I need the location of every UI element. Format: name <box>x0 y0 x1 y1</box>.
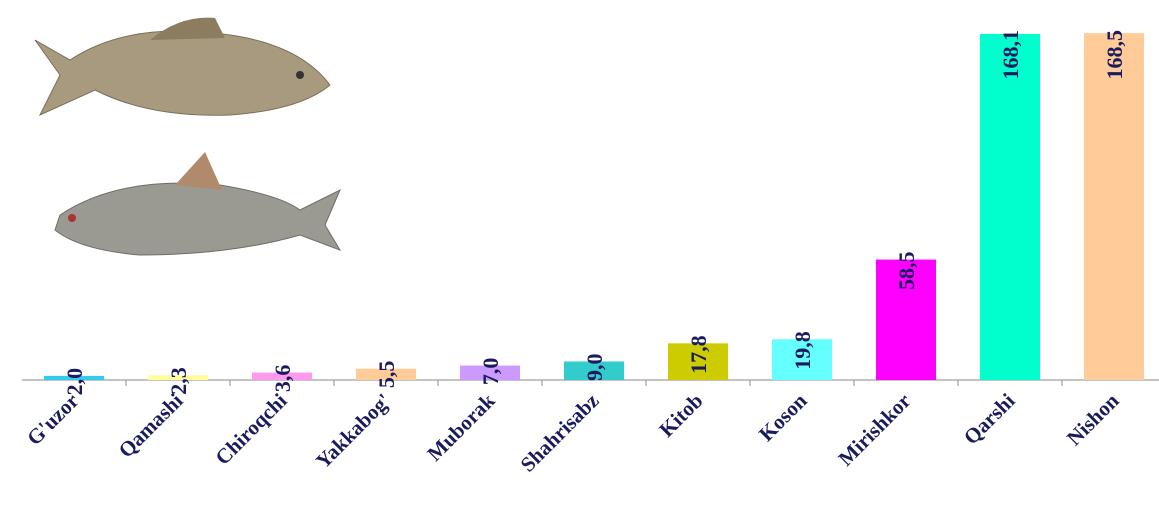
category-label: Mirishkor <box>833 389 915 471</box>
bar <box>252 372 312 380</box>
category-label: Nishon <box>1062 388 1124 450</box>
value-label: 58,5 <box>894 252 919 291</box>
bar <box>668 343 728 380</box>
bar <box>1084 33 1144 381</box>
bar <box>148 375 208 380</box>
bar <box>564 361 624 380</box>
bar <box>460 365 520 380</box>
bar <box>980 33 1040 380</box>
value-label: 2,3 <box>166 367 191 395</box>
category-label: G'uzor <box>22 389 84 451</box>
value-label: 3,6 <box>270 365 295 393</box>
fish-illustration <box>34 17 342 256</box>
category-label: Qarshi <box>959 388 1020 449</box>
value-label: 9,0 <box>582 353 607 381</box>
value-label: 168,1 <box>998 30 1023 80</box>
category-label: Qamashi <box>114 388 188 462</box>
bar <box>772 339 832 380</box>
category-label: Yakkabog' <box>311 389 396 474</box>
category-label: Muborak <box>422 388 499 465</box>
bar <box>876 259 936 380</box>
value-label: 19,8 <box>790 331 815 370</box>
value-label: 2,0 <box>62 368 87 396</box>
value-label: 5,5 <box>374 361 399 389</box>
bar <box>356 368 416 380</box>
value-label: 7,0 <box>478 358 503 386</box>
value-label: 17,8 <box>686 335 711 374</box>
category-label: Koson <box>754 388 812 446</box>
category-label: Chiroqchi <box>210 388 291 469</box>
category-label: Shahrisabz <box>516 389 604 477</box>
bar <box>44 375 104 380</box>
value-label: 168,5 <box>1102 30 1127 80</box>
category-label: Kitob <box>654 389 707 442</box>
